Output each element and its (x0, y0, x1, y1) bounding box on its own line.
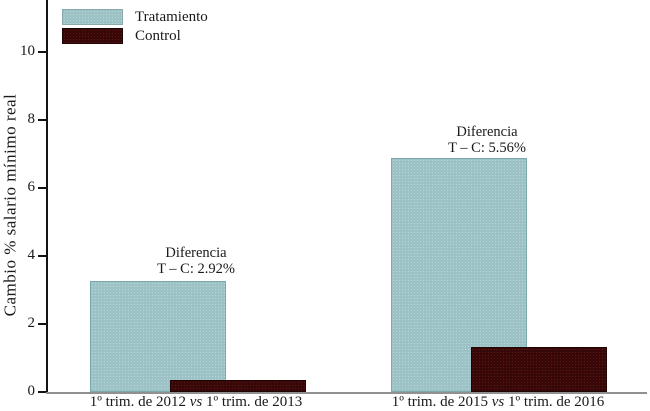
difference-annotation-2015-2016: Diferencia T – C: 5.56% (377, 124, 597, 156)
y-tick-label: 2 (27, 315, 36, 331)
bar-control-group2 (471, 347, 607, 392)
tratamiento-swatch (62, 9, 123, 25)
x-category-label-2012-2013: 1º trim. de 2012 vs 1º trim. de 2013 (36, 394, 356, 411)
annotation-line: T – C: 2.92% (157, 261, 235, 277)
xlabel-vs: vs (189, 394, 203, 410)
y-tick-mark (38, 187, 46, 189)
x-category-label-2015-2016: 1º trim. de 2015 vs 1º trim. de 2016 (338, 394, 650, 411)
xlabel-text: 1º trim. de 2015 (391, 394, 492, 410)
control-swatch (62, 28, 123, 44)
annotation-line: Diferencia (456, 124, 518, 140)
x-axis-line (46, 392, 647, 394)
y-tick-label: 0 (27, 383, 36, 399)
legend-item-tratamiento: Tratamiento (62, 9, 208, 25)
xlabel-text: 1º trim. de 2013 (202, 394, 303, 410)
y-tick-label: 10 (20, 43, 35, 59)
annotation-line: T – C: 5.56% (448, 140, 526, 156)
legend-item-control: Control (62, 28, 208, 44)
y-tick-mark (38, 255, 46, 257)
legend-label-tratamiento: Tratamiento (135, 8, 208, 25)
y-tick-mark (38, 323, 46, 325)
bar-tratamiento-group2 (391, 158, 527, 392)
difference-annotation-2012-2013: Diferencia T – C: 2.92% (86, 245, 306, 277)
y-axis-line (46, 0, 48, 393)
annotation-line: Diferencia (165, 245, 227, 261)
bar-tratamiento-group1 (90, 281, 226, 392)
y-tick-label: 8 (27, 111, 36, 127)
y-tick-label: 6 (27, 179, 36, 195)
legend-label-control: Control (135, 27, 181, 44)
y-tick-mark (38, 51, 46, 53)
xlabel-text: 1º trim. de 2016 (504, 394, 605, 410)
y-tick-label: 4 (27, 247, 36, 263)
y-tick-mark (38, 391, 46, 393)
legend: Tratamiento Control (62, 9, 208, 47)
bar-control-group1 (170, 380, 306, 392)
xlabel-text: 1º trim. de 2012 (89, 394, 190, 410)
y-tick-mark (38, 119, 46, 121)
y-axis-title: Cambio % salario mínimo real (0, 93, 20, 317)
xlabel-vs: vs (491, 394, 505, 410)
